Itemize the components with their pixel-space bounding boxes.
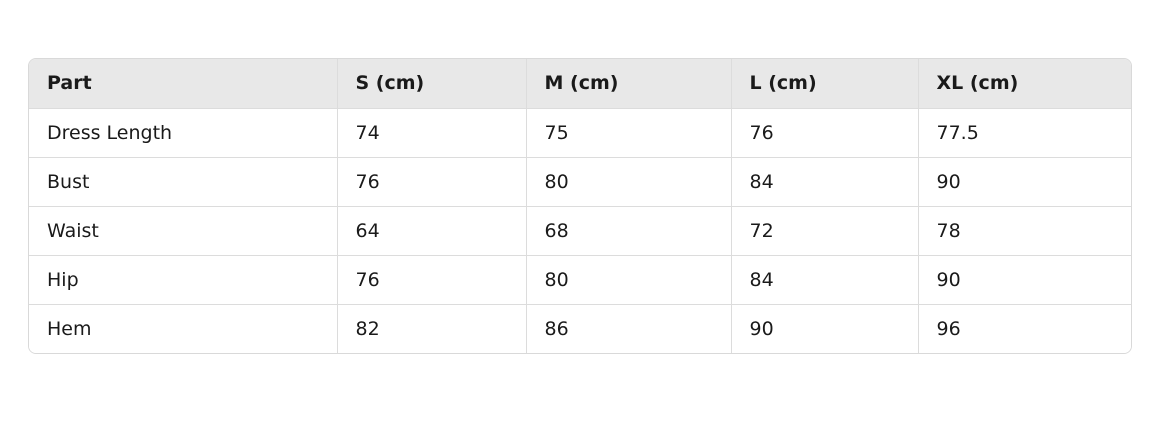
table-row: Hip 76 80 84 90 bbox=[29, 255, 1131, 305]
table-cell: 96 bbox=[918, 304, 1131, 353]
size-chart-table: Part S (cm) M (cm) L (cm) XL (cm) Dress … bbox=[29, 59, 1131, 353]
table-cell: 64 bbox=[337, 206, 527, 256]
table-cell: 76 bbox=[337, 157, 527, 207]
column-header-m: M (cm) bbox=[526, 59, 732, 109]
table-cell: 80 bbox=[526, 157, 732, 207]
table-cell: 90 bbox=[918, 157, 1131, 207]
table-cell: 86 bbox=[526, 304, 732, 353]
table-cell: 68 bbox=[526, 206, 732, 256]
table-cell: Bust bbox=[29, 157, 338, 207]
table-row: Waist 64 68 72 78 bbox=[29, 206, 1131, 256]
table-cell: Hip bbox=[29, 255, 338, 305]
table-cell: 84 bbox=[731, 157, 919, 207]
table-cell: 76 bbox=[337, 255, 527, 305]
table-cell: Hem bbox=[29, 304, 338, 353]
table-row: Hem 82 86 90 96 bbox=[29, 304, 1131, 353]
size-chart-table-container: Part S (cm) M (cm) L (cm) XL (cm) Dress … bbox=[28, 58, 1132, 354]
table-row: Dress Length 74 75 76 77.5 bbox=[29, 108, 1131, 158]
table-cell: 90 bbox=[731, 304, 919, 353]
table-cell: Waist bbox=[29, 206, 338, 256]
column-header-part: Part bbox=[29, 59, 338, 109]
table-row: Bust 76 80 84 90 bbox=[29, 157, 1131, 207]
table-cell: 75 bbox=[526, 108, 732, 158]
table-cell: 80 bbox=[526, 255, 732, 305]
table-cell: Dress Length bbox=[29, 108, 338, 158]
table-cell: 77.5 bbox=[918, 108, 1131, 158]
table-cell: 76 bbox=[731, 108, 919, 158]
table-header-row: Part S (cm) M (cm) L (cm) XL (cm) bbox=[29, 59, 1131, 109]
table-cell: 78 bbox=[918, 206, 1131, 256]
column-header-xl: XL (cm) bbox=[918, 59, 1131, 109]
table-cell: 72 bbox=[731, 206, 919, 256]
table-cell: 82 bbox=[337, 304, 527, 353]
table-cell: 90 bbox=[918, 255, 1131, 305]
table-cell: 84 bbox=[731, 255, 919, 305]
table-cell: 74 bbox=[337, 108, 527, 158]
column-header-s: S (cm) bbox=[337, 59, 527, 109]
column-header-l: L (cm) bbox=[731, 59, 919, 109]
